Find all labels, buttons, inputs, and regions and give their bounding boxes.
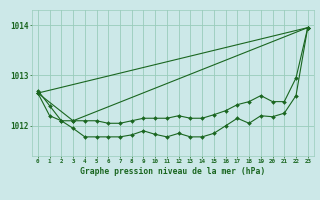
X-axis label: Graphe pression niveau de la mer (hPa): Graphe pression niveau de la mer (hPa)	[80, 167, 265, 176]
